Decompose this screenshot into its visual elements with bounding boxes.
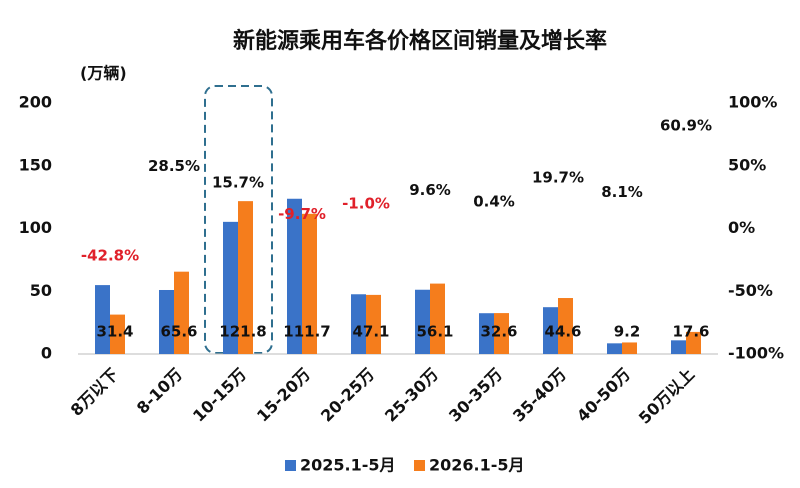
bar: [95, 285, 110, 354]
growth-point: [492, 226, 496, 230]
bar: [110, 314, 125, 354]
x-tick-label: 50万以上: [635, 365, 698, 428]
y-tick-label: 100: [19, 218, 52, 237]
legend-label: 2025.1-5月: [300, 456, 396, 475]
bar: [351, 294, 366, 354]
bar: [543, 307, 558, 354]
bar: [302, 213, 317, 354]
bar: [671, 340, 686, 354]
growth-label: 28.5%: [148, 157, 200, 175]
x-tick-label: 10-15万: [189, 365, 250, 426]
bar: [494, 313, 509, 354]
y-tick-label: 0: [41, 344, 52, 363]
bar: [686, 331, 701, 354]
growth-point: [620, 216, 624, 220]
growth-point: [364, 228, 368, 232]
growth-label: -42.8%: [81, 247, 139, 265]
data-label: 111.7: [283, 323, 330, 341]
bar: [238, 201, 253, 354]
x-tick-label: 35-40万: [509, 365, 570, 426]
y-tick-label: 200: [19, 93, 52, 112]
y2-tick-label: 50%: [728, 155, 766, 174]
x-tick-label: 15-20万: [253, 365, 314, 426]
x-tick-label: 25-30万: [381, 365, 442, 426]
growth-point: [556, 202, 560, 206]
x-tick-label: 20-25万: [317, 365, 378, 426]
bar: [174, 271, 189, 354]
bar: [430, 283, 445, 354]
bar: [159, 289, 174, 354]
y2-tick-label: -100%: [728, 344, 784, 363]
y2-tick-label: -50%: [728, 281, 773, 300]
bar: [223, 221, 238, 354]
data-label: 44.6: [544, 323, 581, 341]
data-label: 32.6: [480, 323, 517, 341]
data-label: 121.8: [219, 323, 266, 341]
bar: [287, 198, 302, 354]
growth-label: 9.6%: [409, 181, 451, 199]
x-tick-label: 8-10万: [133, 365, 186, 418]
data-label: 65.6: [160, 323, 197, 341]
growth-label: 19.7%: [532, 168, 584, 186]
data-label: 31.4: [96, 323, 133, 341]
x-tick-label: 8万以下: [67, 365, 122, 420]
y-tick-label: 150: [19, 155, 52, 174]
growth-label: 15.7%: [212, 173, 264, 191]
bar: [415, 289, 430, 354]
highlight-box: [204, 85, 273, 354]
data-label: 17.6: [672, 323, 709, 341]
y2-tick-label: 0%: [728, 218, 755, 237]
bar: [607, 343, 622, 354]
bar: [558, 298, 573, 354]
growth-label: 8.1%: [601, 183, 643, 201]
growth-label: 60.9%: [660, 117, 712, 135]
bar: [366, 294, 381, 354]
growth-point: [108, 280, 112, 284]
y2-tick-label: 100%: [728, 93, 777, 112]
data-label: 9.2: [614, 323, 641, 341]
chart-title: 新能源乘用车各价格区间销量及增长率: [233, 28, 607, 54]
growth-point: [684, 150, 688, 154]
legend-swatch: [285, 460, 296, 471]
growth-label: -9.7%: [278, 205, 326, 223]
data-label: 56.1: [416, 323, 453, 341]
y-tick-label: 50: [30, 281, 52, 300]
bar: [622, 342, 637, 354]
growth-label: -1.0%: [342, 194, 390, 212]
growth-label: 0.4%: [473, 192, 515, 210]
bar: [479, 313, 494, 354]
growth-point: [428, 214, 432, 218]
legend-label: 2026.1-5月: [429, 456, 525, 475]
y-axis-label: (万辆): [80, 64, 127, 83]
growth-point: [172, 191, 176, 195]
x-tick-label: 30-35万: [445, 365, 506, 426]
data-label: 47.1: [352, 323, 389, 341]
legend-swatch: [414, 460, 425, 471]
x-tick-label: 40-50万: [573, 365, 634, 426]
